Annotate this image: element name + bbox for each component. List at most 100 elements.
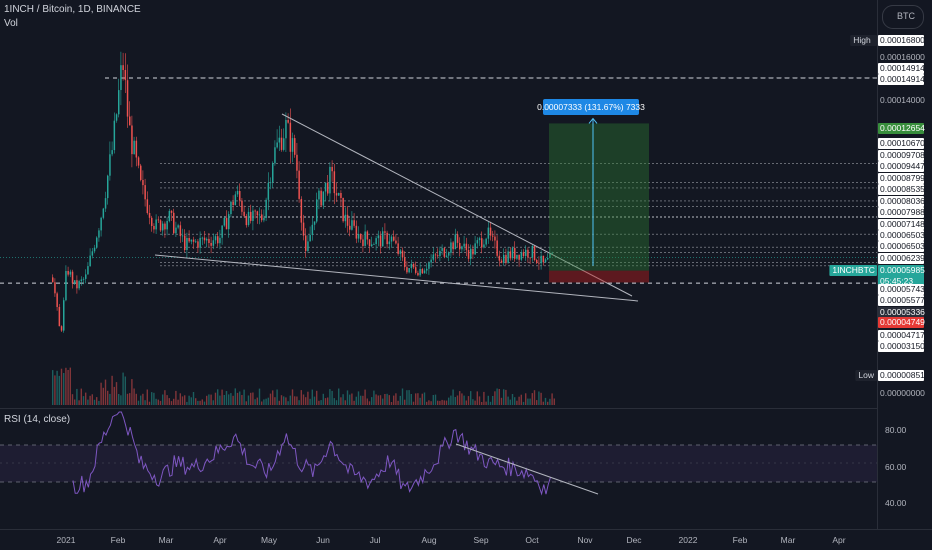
candle-body	[342, 197, 344, 222]
volume-bar	[533, 390, 536, 405]
time-axis-label: Apr	[213, 535, 226, 545]
volume-bar	[197, 400, 199, 405]
volume-bar	[118, 394, 120, 405]
volume-bar	[410, 394, 412, 405]
candle-body	[329, 166, 331, 194]
target-arrowhead	[588, 117, 598, 124]
volume-bar	[349, 394, 351, 405]
volume-bar	[428, 400, 430, 405]
price-axis-label: 0.00000851	[880, 370, 925, 380]
candle-body	[487, 227, 490, 239]
candle-body	[333, 171, 336, 194]
volume-bar	[397, 400, 399, 405]
position-label: 0.00007333 (131.67%) 7333	[537, 102, 645, 112]
volume-bar	[124, 376, 126, 405]
candle-body	[166, 221, 168, 230]
candle-body	[397, 243, 399, 254]
volume-bar	[463, 395, 465, 405]
volume-bar	[525, 393, 527, 405]
candle-body	[151, 217, 153, 226]
volume-bar	[430, 401, 432, 405]
volume-bar	[498, 389, 500, 405]
candle-body	[318, 190, 320, 200]
volume-bar	[232, 395, 234, 405]
volume-bar	[126, 393, 129, 405]
candle-body	[109, 154, 111, 176]
volume-bar	[162, 394, 164, 405]
volume-bar	[241, 395, 243, 405]
volume-bar	[69, 367, 71, 405]
candle-body	[148, 213, 151, 218]
candle-body	[542, 255, 545, 263]
volume-bar	[56, 370, 58, 405]
candle-body	[234, 194, 237, 206]
price-axis-label: 0.00005985	[880, 265, 925, 275]
volume-bar	[503, 389, 505, 405]
price-label-box	[878, 230, 924, 241]
volume-bar	[201, 399, 203, 405]
candle-body	[210, 243, 212, 246]
candle-body	[483, 244, 485, 248]
currency-button[interactable]: BTC	[882, 5, 924, 29]
volume-bar	[496, 388, 498, 405]
volume-bar	[296, 396, 298, 405]
candle-body	[327, 182, 329, 194]
candle-body	[443, 248, 446, 257]
volume-bar	[131, 379, 133, 405]
candle-body	[252, 210, 254, 221]
volume-bar	[276, 389, 278, 405]
candle-body	[296, 154, 298, 171]
volume-bar	[190, 397, 192, 405]
position-loss-zone	[549, 270, 649, 283]
candle-body	[144, 185, 146, 200]
candle-body	[492, 235, 494, 237]
candle-body	[514, 247, 516, 259]
candle-body	[219, 237, 221, 244]
candle-body	[441, 248, 443, 251]
candle-body	[437, 255, 439, 257]
candle-body	[377, 235, 380, 239]
candle-body	[267, 182, 270, 200]
candle-body	[199, 237, 201, 248]
volume-bar	[283, 396, 285, 405]
volume-bar	[437, 400, 439, 405]
price-label-box	[878, 63, 924, 74]
candle-body	[426, 268, 428, 271]
candle-body	[340, 193, 342, 198]
volume-bar	[254, 399, 256, 405]
price-tag-box	[850, 35, 877, 46]
volume-bar	[155, 398, 157, 405]
candle-body	[184, 235, 186, 250]
candle-body	[500, 260, 503, 263]
rsi-axis-label: 60.00	[885, 462, 907, 472]
candle-body	[100, 217, 102, 231]
candle-body	[463, 243, 465, 247]
volume-bar	[58, 375, 60, 405]
candle-body	[122, 65, 124, 70]
candle-body	[322, 191, 325, 206]
candle-body	[214, 236, 217, 241]
candle-body	[384, 231, 386, 233]
volume-bar	[307, 391, 309, 405]
candle-body	[188, 238, 190, 242]
candle-body	[197, 241, 199, 248]
candle-body	[232, 201, 234, 205]
candle-body	[241, 200, 243, 212]
price-label-box	[878, 207, 924, 218]
candle-body	[58, 307, 61, 327]
volume-bar	[500, 397, 503, 405]
price-axis-label: 0.00000000	[880, 388, 925, 398]
candle-body	[364, 231, 366, 246]
candle-body	[415, 267, 417, 273]
time-axis-label: Dec	[626, 535, 642, 545]
price-axis-label: 0.00007988	[880, 207, 925, 217]
volume-bar	[159, 400, 162, 405]
volume-bar	[459, 391, 461, 405]
volume-bar	[170, 401, 173, 405]
candle-body	[74, 280, 76, 284]
volume-bar	[78, 400, 80, 405]
volume-bar	[338, 388, 340, 405]
candle-body	[140, 165, 142, 180]
price-axis-label: 0.00005743	[880, 284, 925, 294]
